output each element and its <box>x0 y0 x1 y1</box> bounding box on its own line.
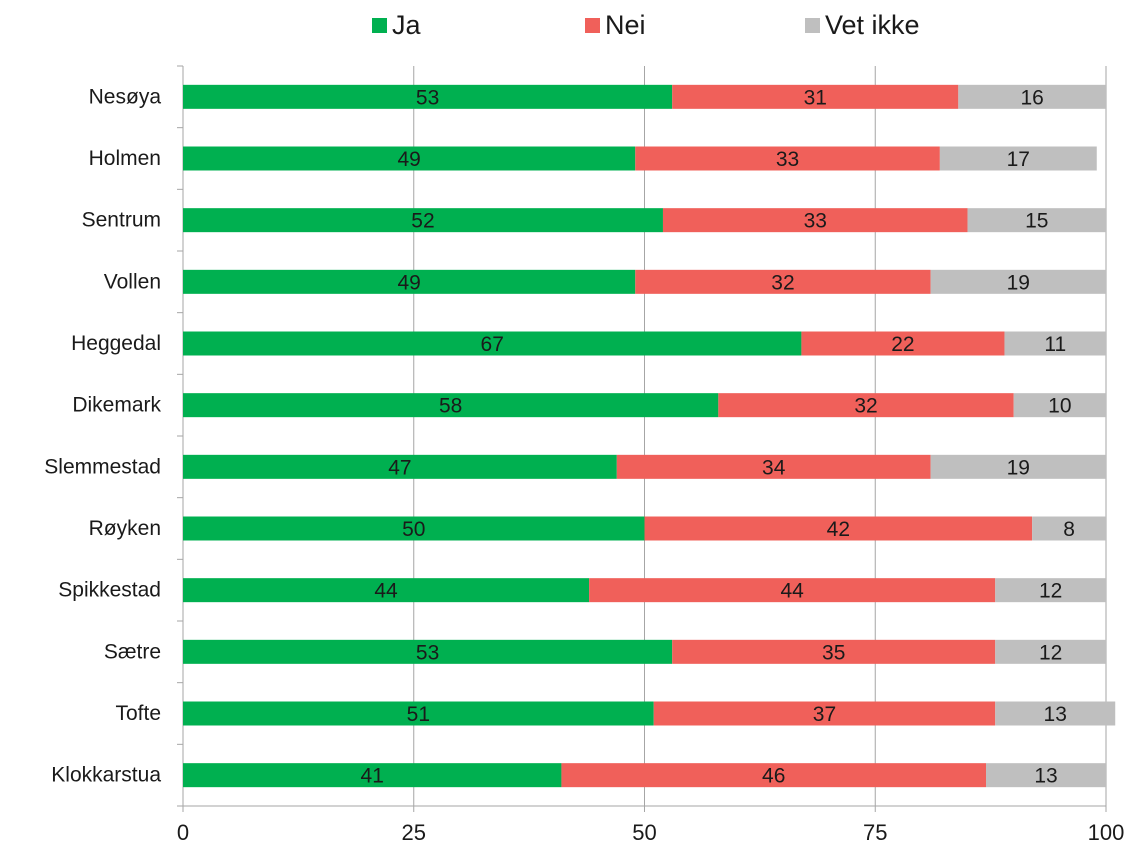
x-tick-label: 75 <box>863 820 887 845</box>
data-label: 53 <box>416 86 439 109</box>
legend-label: Ja <box>392 10 422 40</box>
y-tick-label: Holmen <box>89 147 161 170</box>
data-label: 12 <box>1039 641 1062 664</box>
bar-segment <box>939 146 1097 171</box>
data-label: 34 <box>762 456 786 479</box>
bar-segment <box>183 701 654 726</box>
data-label: 53 <box>416 641 439 664</box>
data-label: 41 <box>361 765 384 788</box>
bar-segment <box>183 208 663 233</box>
data-label: 17 <box>1007 148 1030 171</box>
bar-segment <box>589 578 996 603</box>
data-label: 22 <box>891 333 914 356</box>
data-label: 8 <box>1063 518 1075 541</box>
y-tick-label: Spikkestad <box>58 579 161 602</box>
x-tick-label: 100 <box>1088 820 1125 845</box>
bar-segment <box>1013 393 1106 418</box>
bar-segment <box>986 763 1106 788</box>
data-label: 11 <box>1044 333 1066 356</box>
bar-segment <box>930 454 1106 479</box>
y-tick-label: Heggedal <box>71 332 161 355</box>
bar-segment <box>672 84 959 109</box>
legend-label: Nei <box>605 10 646 40</box>
data-label: 42 <box>827 518 850 541</box>
y-tick-label: Sætre <box>104 640 161 663</box>
y-tick-label: Sentrum <box>82 209 161 232</box>
data-label: 12 <box>1039 580 1062 603</box>
bar-segment <box>183 84 673 109</box>
data-label: 32 <box>771 271 794 294</box>
data-label: 46 <box>762 765 785 788</box>
bar-segment <box>995 639 1106 664</box>
y-tick-label: Vollen <box>104 270 161 293</box>
bar-segment <box>183 516 645 541</box>
legend-label: Vet ikke <box>825 10 920 40</box>
bar-segment <box>662 208 968 233</box>
legend-swatch <box>585 18 600 33</box>
data-label: 52 <box>411 210 434 233</box>
data-label: 32 <box>854 395 877 418</box>
data-label: 31 <box>804 86 827 109</box>
y-tick-label: Dikemark <box>72 394 161 417</box>
bar-segment <box>183 639 673 664</box>
data-label: 35 <box>822 641 845 664</box>
bar-segment <box>644 516 1033 541</box>
data-label: 44 <box>374 580 398 603</box>
data-label: 33 <box>776 148 799 171</box>
bar-segment <box>1004 331 1106 356</box>
bar-segment <box>995 701 1116 726</box>
bar-segment <box>995 578 1106 603</box>
y-tick-label: Tofte <box>115 702 161 725</box>
data-label: 58 <box>439 395 462 418</box>
bar-segment <box>635 269 931 294</box>
data-label: 49 <box>397 148 420 171</box>
bar-segment <box>718 393 1014 418</box>
data-label: 44 <box>781 580 805 603</box>
bar-segment <box>183 763 562 788</box>
bar-segment <box>1032 516 1106 541</box>
data-label: 13 <box>1034 765 1057 788</box>
x-tick-label: 25 <box>402 820 426 845</box>
data-label: 19 <box>1007 271 1030 294</box>
data-label: 47 <box>388 456 411 479</box>
y-tick-label: Klokkarstua <box>51 764 161 787</box>
bar-segment <box>653 701 996 726</box>
data-label: 10 <box>1048 395 1071 418</box>
bar-segment <box>183 454 617 479</box>
bar-segment <box>801 331 1005 356</box>
bar-segment <box>672 639 996 664</box>
bar-segment <box>616 454 931 479</box>
data-label: 15 <box>1025 210 1048 233</box>
bar-segment <box>561 763 987 788</box>
bar-segment <box>183 393 719 418</box>
bar-segment <box>183 331 802 356</box>
data-label: 49 <box>397 271 420 294</box>
bar-segment <box>183 269 636 294</box>
data-label: 19 <box>1007 456 1030 479</box>
bar-segment <box>183 578 590 603</box>
bar-segment <box>967 208 1106 233</box>
x-tick-label: 50 <box>632 820 656 845</box>
legend-swatch <box>805 18 820 33</box>
data-label: 50 <box>402 518 425 541</box>
y-tick-label: Nesøya <box>89 85 162 108</box>
bar-segment <box>635 146 940 171</box>
bar-segment <box>930 269 1106 294</box>
data-label: 16 <box>1020 86 1043 109</box>
legend-swatch <box>372 18 387 33</box>
bar-segment <box>958 84 1106 109</box>
x-tick-label: 0 <box>177 820 189 845</box>
data-label: 67 <box>481 333 504 356</box>
data-label: 13 <box>1044 703 1067 726</box>
y-tick-label: Slemmestad <box>44 455 161 478</box>
data-label: 37 <box>813 703 836 726</box>
data-label: 33 <box>804 210 827 233</box>
bar-segment <box>183 146 636 171</box>
y-tick-label: Røyken <box>89 517 161 540</box>
data-label: 51 <box>407 703 430 726</box>
